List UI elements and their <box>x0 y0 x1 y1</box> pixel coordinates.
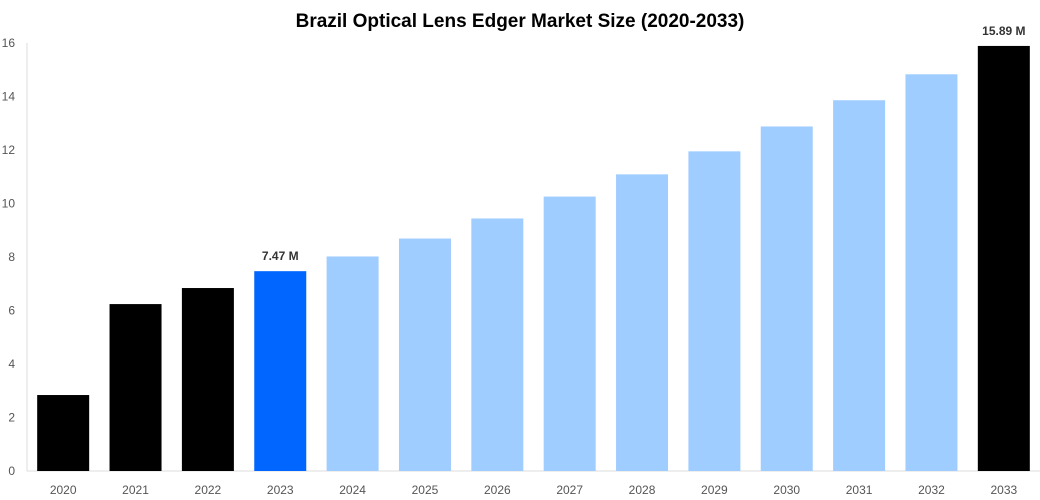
y-tick-label: 0 <box>8 464 15 478</box>
x-tick-label: 2030 <box>773 483 800 497</box>
y-tick-label: 6 <box>8 304 15 318</box>
bar-2028 <box>616 174 669 471</box>
data-label-2033: 15.89 M <box>982 24 1025 38</box>
bar-2030 <box>760 126 813 472</box>
x-tick-label: 2032 <box>918 483 945 497</box>
x-tick-label: 2027 <box>556 483 583 497</box>
x-tick-label: 2026 <box>484 483 511 497</box>
bar-2025 <box>398 238 451 471</box>
x-tick-label: 2029 <box>701 483 728 497</box>
y-tick-label: 10 <box>2 197 16 211</box>
x-tick-label: 2022 <box>195 483 222 497</box>
bar-2031 <box>833 100 886 472</box>
bar-2021 <box>109 304 162 471</box>
x-tick-label: 2021 <box>122 483 149 497</box>
y-tick-label: 12 <box>2 143 16 157</box>
x-tick-label: 2028 <box>629 483 656 497</box>
bar-2022 <box>181 288 234 471</box>
y-tick-label: 8 <box>8 250 15 264</box>
bar-2029 <box>688 151 741 471</box>
bar-2023 <box>254 271 307 471</box>
bar-2033 <box>977 45 1030 471</box>
y-tick-label: 16 <box>2 36 16 50</box>
chart-title: Brazil Optical Lens Edger Market Size (2… <box>296 11 745 32</box>
x-tick-label: 2024 <box>339 483 366 497</box>
bar-2020 <box>37 395 90 471</box>
bar-2024 <box>326 256 379 471</box>
y-tick-label: 4 <box>8 357 15 371</box>
x-tick-label: 2025 <box>412 483 439 497</box>
data-label-2023: 7.47 M <box>262 249 299 263</box>
bar-2026 <box>471 218 524 471</box>
y-tick-label: 14 <box>2 90 16 104</box>
x-tick-label: 2020 <box>50 483 77 497</box>
x-tick-label: 2033 <box>990 483 1017 497</box>
x-tick-label: 2031 <box>846 483 873 497</box>
x-tick-label: 2023 <box>267 483 294 497</box>
bar-2027 <box>543 196 596 472</box>
y-tick-label: 2 <box>8 411 15 425</box>
bar-2032 <box>905 74 958 472</box>
